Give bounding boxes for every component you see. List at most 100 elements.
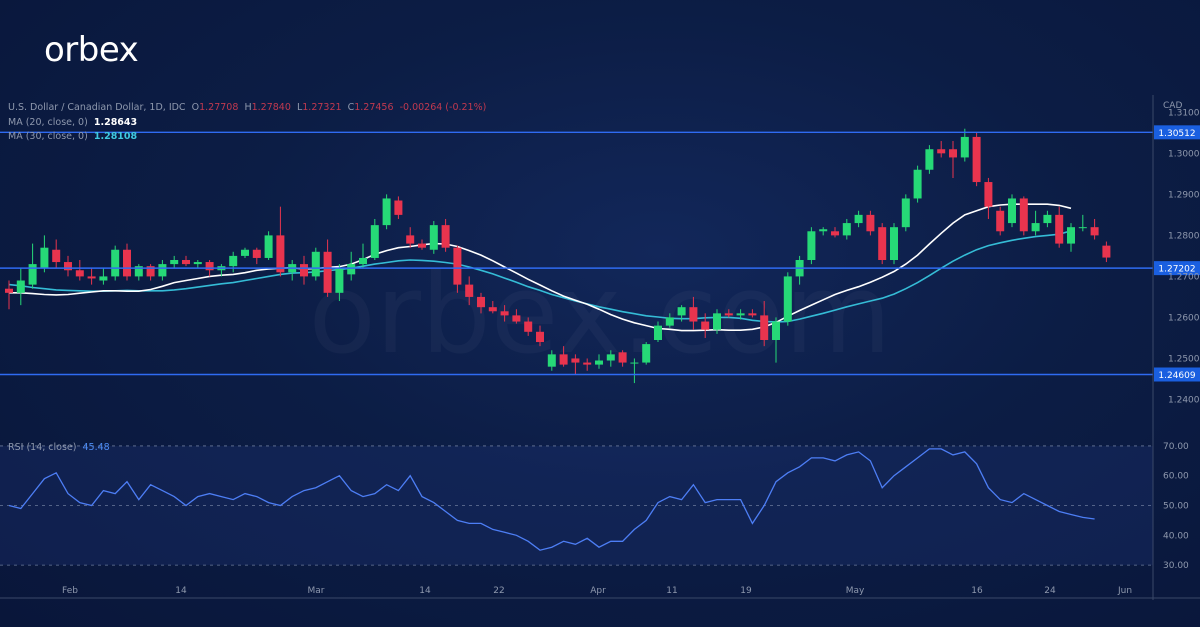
currency-label: CAD — [1163, 101, 1183, 111]
candle-body-up — [1031, 223, 1040, 232]
candle-body-up — [677, 307, 686, 316]
candle-body-down — [724, 313, 733, 316]
candle-body-down — [536, 331, 544, 343]
candle-body-up — [595, 360, 603, 365]
level-badge — [1154, 261, 1200, 276]
candle-body-up — [347, 264, 356, 275]
time-tick-label: Jun — [1117, 586, 1132, 596]
rsi-line — [8, 448, 1095, 551]
candle-body-up — [772, 321, 780, 340]
candle-body-down — [1019, 198, 1028, 232]
rsi-legend: RSI (14, close) 45.48 — [8, 442, 110, 453]
candle-body-up — [642, 344, 651, 363]
candle-body-up — [382, 198, 391, 226]
close-label: C — [347, 102, 355, 113]
candle-body-down — [878, 227, 887, 260]
symbol-legend: U.S. Dollar / Canadian Dollar, 1D, IDC O… — [8, 102, 486, 113]
candle-body-down — [583, 362, 592, 365]
candle-body-up — [842, 223, 851, 236]
ma20-line — [9, 203, 1072, 332]
candle-body-down — [5, 288, 13, 293]
low-value: 1.27321 — [302, 102, 342, 113]
candle-body-up — [913, 169, 922, 199]
rsi-tick-label: 30.00 — [1163, 561, 1189, 571]
candle-body-down — [1102, 245, 1111, 258]
candle-body-down — [689, 307, 698, 322]
candle-body-down — [252, 249, 261, 258]
candle-body-down — [276, 235, 285, 273]
candle-body-up — [960, 136, 969, 158]
time-tick-label: 24 — [1044, 586, 1056, 596]
rsi-label: RSI (14, close) — [8, 442, 77, 453]
level-badge — [1154, 125, 1200, 140]
candle-body-up — [807, 231, 816, 260]
candle-body-down — [323, 251, 332, 293]
candle-body-up — [429, 225, 438, 250]
level-badge-label: 1.30512 — [1158, 129, 1195, 139]
candle-body-down — [146, 266, 155, 277]
candle-body-down — [831, 231, 839, 236]
time-tick-label: 14 — [175, 586, 187, 596]
symbol-name: U.S. Dollar / Canadian Dollar, 1D, IDC — [8, 102, 186, 113]
candle-body-down — [559, 354, 568, 365]
candle-body-down — [453, 247, 462, 285]
candle-body-down — [500, 311, 509, 316]
candle-body-down — [866, 214, 875, 232]
candle-body-down — [701, 321, 710, 330]
candle-body-up — [158, 264, 167, 277]
candle-body-down — [996, 210, 1005, 232]
price-tick-label: 1.29000 — [1168, 190, 1200, 200]
candle-body-up — [370, 225, 379, 258]
time-tick-label: Apr — [590, 586, 606, 596]
candle-body-down — [406, 235, 415, 244]
candle-body-down — [64, 262, 72, 271]
candle-body-down — [937, 149, 946, 154]
time-tick-label: 16 — [971, 586, 983, 596]
candle-body-down — [205, 262, 214, 271]
price-tick-label: 1.28000 — [1168, 231, 1200, 241]
candle-body-up — [193, 262, 202, 265]
low-label: L — [296, 102, 303, 113]
candle-body-up — [783, 276, 792, 322]
candle-body-up — [111, 249, 120, 277]
candle-body-down — [477, 296, 485, 308]
high-value: 1.27840 — [251, 102, 291, 113]
rsi-tick-label: 40.00 — [1163, 531, 1189, 541]
time-tick-label: 11 — [666, 586, 677, 596]
candle-body-down — [512, 315, 521, 322]
time-tick-label: Feb — [62, 586, 78, 596]
price-tick-label: 1.25000 — [1168, 354, 1200, 364]
candle-body-up — [359, 257, 367, 265]
candle-body-up — [99, 276, 108, 281]
candle-body-up — [713, 313, 721, 330]
candle-body-down — [123, 249, 131, 277]
rsi-tick-label: 60.00 — [1163, 472, 1189, 482]
candle-body-up — [134, 266, 143, 277]
candle-body-down — [571, 358, 580, 363]
candle-body-up — [854, 214, 863, 224]
candle-body-down — [488, 307, 497, 312]
candle-body-down — [949, 149, 957, 158]
candle-body-up — [40, 247, 49, 269]
candle-body-up — [890, 227, 898, 260]
price-tick-label: 1.24000 — [1168, 395, 1200, 405]
close-value: 1.27456 — [354, 102, 394, 113]
candle-body-up — [736, 313, 745, 316]
ma30-value: 1.28108 — [93, 131, 138, 142]
open-label: O — [191, 102, 200, 113]
candle-body-up — [665, 317, 674, 326]
candle-body-down — [465, 284, 474, 297]
candle-body-up — [547, 354, 556, 367]
ma20-label: MA (20, close, 0) — [8, 117, 88, 128]
candle-body-down — [972, 136, 981, 183]
price-tick-label: 1.27000 — [1168, 272, 1200, 282]
candle-body-down — [760, 315, 769, 340]
candle-body-down — [618, 352, 627, 363]
candle-body-up — [335, 268, 344, 293]
candle-body-down — [52, 249, 61, 263]
rsi-tick-label: 50.00 — [1163, 502, 1189, 512]
level-badge — [1154, 367, 1200, 382]
candle-body-down — [300, 264, 308, 277]
candle-body-up — [229, 255, 238, 267]
